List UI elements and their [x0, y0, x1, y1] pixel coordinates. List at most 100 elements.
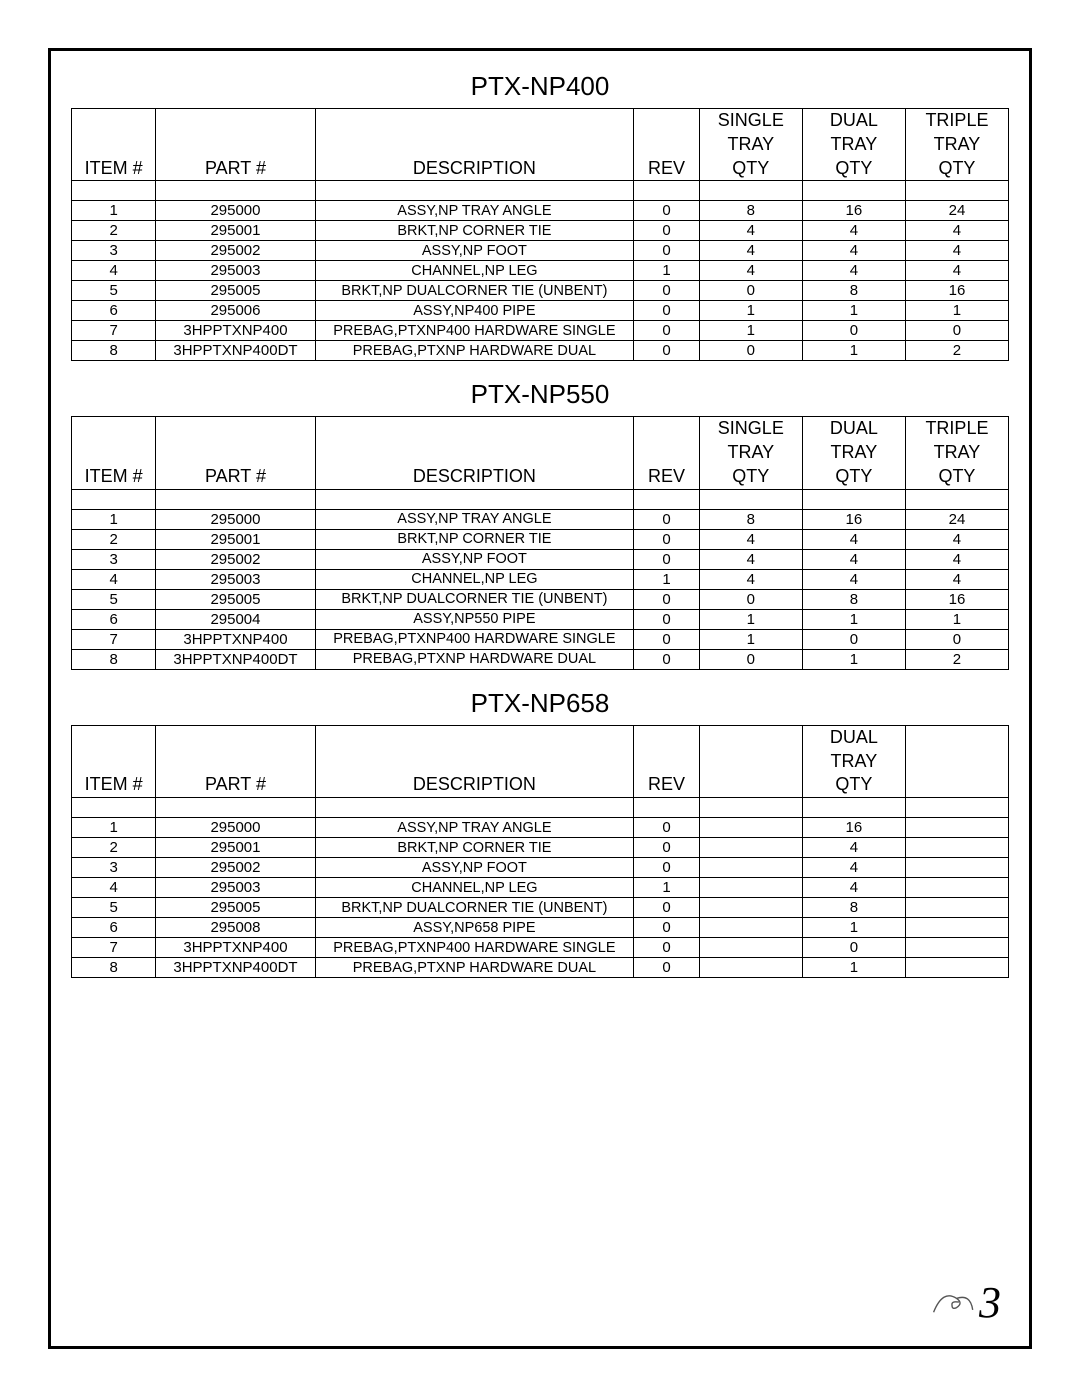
- table-cell: 1: [699, 301, 802, 321]
- table-cell: PREBAG,PTXNP400 HARDWARE SINGLE: [315, 938, 634, 958]
- table-cell: 1: [802, 341, 905, 361]
- table-cell: 5: [72, 898, 156, 918]
- table-cell: 4: [699, 241, 802, 261]
- table-cell: 4: [802, 569, 905, 589]
- column-header: TRAY: [699, 133, 802, 157]
- table-cell: [699, 858, 802, 878]
- table-cell: 4: [802, 241, 905, 261]
- table-cell: BRKT,NP DUALCORNER TIE (UNBENT): [315, 281, 634, 301]
- column-header: DESCRIPTION: [315, 773, 634, 797]
- table-cell: 3HPPTXNP400DT: [156, 649, 315, 669]
- table-cell: [905, 858, 1008, 878]
- table-row: 73HPPTXNP400PREBAG,PTXNP400 HARDWARE SIN…: [72, 629, 1009, 649]
- column-header: PART #: [156, 157, 315, 181]
- column-header: [156, 725, 315, 749]
- column-header: ITEM #: [72, 465, 156, 489]
- column-header: QTY: [699, 157, 802, 181]
- table-cell: 16: [905, 589, 1008, 609]
- table-cell: ASSY,NP400 PIPE: [315, 301, 634, 321]
- table-cell: 0: [802, 629, 905, 649]
- column-header: TRAY: [905, 441, 1008, 465]
- table-cell: 0: [634, 529, 700, 549]
- table-cell: 8: [699, 509, 802, 529]
- table-cell: 5: [72, 589, 156, 609]
- table-cell: 0: [634, 838, 700, 858]
- table-cell: 1: [905, 301, 1008, 321]
- table-row: 1295000ASSY,NP TRAY ANGLE016: [72, 818, 1009, 838]
- table-cell: 1: [802, 918, 905, 938]
- table-row: 83HPPTXNP400DTPREBAG,PTXNP HARDWARE DUAL…: [72, 341, 1009, 361]
- table-cell: 1: [634, 261, 700, 281]
- table-cell: 1: [72, 818, 156, 838]
- table-cell: [699, 878, 802, 898]
- table-row: 4295003CHANNEL,NP LEG1444: [72, 261, 1009, 281]
- table-cell: 3HPPTXNP400: [156, 629, 315, 649]
- table-cell: 295005: [156, 898, 315, 918]
- table-cell: 4: [699, 221, 802, 241]
- table-cell: ASSY,NP FOOT: [315, 858, 634, 878]
- column-header: QTY: [905, 465, 1008, 489]
- parts-section: PTX-NP658 DUAL TRAY ITEM #PART #DESCRIPT…: [71, 688, 1009, 978]
- table-cell: 3: [72, 241, 156, 261]
- column-header: DUAL: [802, 109, 905, 133]
- column-header: [699, 750, 802, 774]
- table-cell: 0: [634, 818, 700, 838]
- table-cell: 295001: [156, 529, 315, 549]
- column-header: [315, 109, 634, 133]
- column-header: ITEM #: [72, 773, 156, 797]
- table-cell: PREBAG,PTXNP400 HARDWARE SINGLE: [315, 629, 634, 649]
- table-cell: 295003: [156, 261, 315, 281]
- table-header-row: ITEM #PART #DESCRIPTIONREV QTY: [72, 773, 1009, 797]
- table-cell: 4: [699, 529, 802, 549]
- table-cell: 295002: [156, 549, 315, 569]
- table-cell: PREBAG,PTXNP400 HARDWARE SINGLE: [315, 321, 634, 341]
- table-row: 6295008ASSY,NP658 PIPE01: [72, 918, 1009, 938]
- table-cell: 0: [634, 649, 700, 669]
- table-row: 5295005BRKT,NP DUALCORNER TIE (UNBENT)00…: [72, 281, 1009, 301]
- column-header: [634, 441, 700, 465]
- column-header: [699, 725, 802, 749]
- table-cell: 1: [802, 301, 905, 321]
- table-row: 4295003CHANNEL,NP LEG1444: [72, 569, 1009, 589]
- table-row: 83HPPTXNP400DTPREBAG,PTXNP HARDWARE DUAL…: [72, 649, 1009, 669]
- table-cell: 0: [634, 609, 700, 629]
- column-header: [72, 750, 156, 774]
- table-cell: 0: [634, 629, 700, 649]
- table-cell: 3HPPTXNP400: [156, 938, 315, 958]
- table-row: 3295002ASSY,NP FOOT04: [72, 858, 1009, 878]
- table-cell: 4: [802, 529, 905, 549]
- table-cell: 24: [905, 509, 1008, 529]
- table-cell: 0: [634, 918, 700, 938]
- table-cell: [699, 838, 802, 858]
- table-cell: 1: [634, 878, 700, 898]
- table-cell: 4: [905, 261, 1008, 281]
- table-cell: 4: [905, 549, 1008, 569]
- table-cell: 7: [72, 629, 156, 649]
- table-cell: 0: [802, 938, 905, 958]
- section-title: PTX-NP400: [71, 71, 1009, 102]
- table-cell: 295003: [156, 569, 315, 589]
- table-cell: 295001: [156, 221, 315, 241]
- table-cell: 1: [802, 649, 905, 669]
- column-header: [72, 133, 156, 157]
- column-header: TRAY: [802, 750, 905, 774]
- table-cell: PREBAG,PTXNP HARDWARE DUAL: [315, 649, 634, 669]
- table-cell: 1: [905, 609, 1008, 629]
- table-cell: 8: [72, 341, 156, 361]
- table-header-row: DUAL: [72, 725, 1009, 749]
- table-cell: 6: [72, 609, 156, 629]
- table-cell: 0: [699, 281, 802, 301]
- table-row: 3295002ASSY,NP FOOT0444: [72, 549, 1009, 569]
- table-cell: 1: [634, 569, 700, 589]
- column-header: [156, 109, 315, 133]
- table-cell: 1: [699, 629, 802, 649]
- table-cell: 5: [72, 281, 156, 301]
- table-cell: 7: [72, 938, 156, 958]
- column-header: TRAY: [802, 133, 905, 157]
- column-header: [156, 133, 315, 157]
- column-header: [634, 725, 700, 749]
- table-cell: 295004: [156, 609, 315, 629]
- table-cell: [905, 878, 1008, 898]
- table-cell: CHANNEL,NP LEG: [315, 261, 634, 281]
- column-header: SINGLE: [699, 417, 802, 441]
